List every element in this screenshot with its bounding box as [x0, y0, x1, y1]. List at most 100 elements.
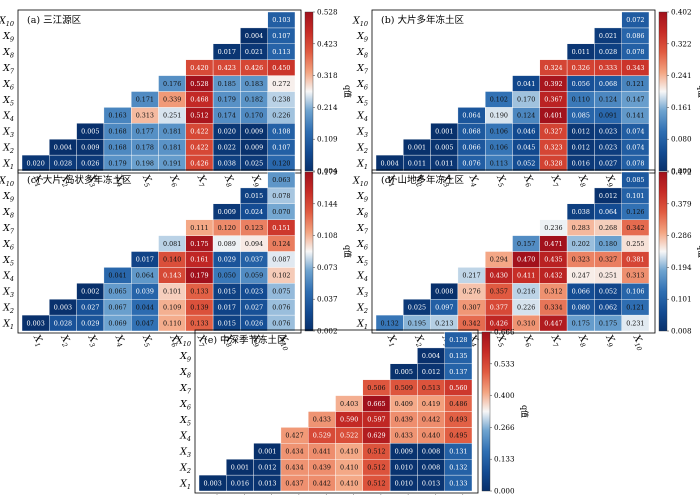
colorbar-tick-label: 0.423 [317, 39, 338, 48]
cell-value-label: 0.392 [544, 80, 562, 88]
x-axis-tick-label: X6 [520, 332, 537, 348]
cell-value-label: 0.023 [599, 143, 617, 151]
y-axis-tick-label: X5 [179, 415, 191, 428]
y-axis-tick-label: X3 [356, 127, 368, 140]
heatmap-panel-3: 0.003 0.028 0.029 0.069 0.047 0.110 0.133 0.015… [0, 168, 353, 353]
colorbar-tick-label: 0.080 [671, 135, 692, 144]
y-axis-tick-label: X7 [179, 383, 192, 396]
cell-value-label: 0.074 [626, 127, 644, 135]
cell-value-label: 0.323 [572, 256, 590, 264]
cell-value-label: 0.066 [462, 143, 480, 151]
cell-value-label: 0.528 [190, 80, 208, 88]
cell-value-label: 0.085 [572, 112, 590, 120]
y-axis-tick-label: X2 [2, 302, 14, 315]
cell-value-label: 0.013 [258, 479, 276, 487]
colorbar-label: q值 [343, 245, 353, 258]
cell-value-label: 0.025 [245, 159, 263, 167]
panel-frame [17, 9, 302, 174]
cell-value-label: 0.062 [599, 303, 617, 311]
cell-value-label: 0.168 [108, 143, 126, 151]
cell-value-label: 0.044 [136, 303, 154, 311]
cell-value-label: 0.045 [517, 143, 535, 151]
cell-value-label: 0.020 [27, 159, 45, 167]
colorbar-tick-label: 0.214 [317, 103, 338, 112]
colorbar-tick-label: 0.400 [494, 391, 515, 400]
colorbar-tick-label: 0.241 [671, 71, 692, 80]
colorbar-tick-label: 0.666 [494, 328, 515, 337]
panel-frame [194, 329, 479, 494]
cell-value-label: 0.423 [218, 64, 236, 72]
cell-value-label: 0.010 [395, 479, 413, 487]
y-axis-tick-label: X10 [175, 335, 191, 348]
x-axis-tick-label: X8 [220, 172, 237, 188]
cell-value-label: 0.310 [517, 319, 535, 327]
cell-value-label: 0.004 [245, 32, 263, 40]
cell-value-label: 0.011 [408, 159, 426, 167]
cell-value-label: 0.313 [136, 112, 154, 120]
cell-value-label: 0.121 [626, 80, 644, 88]
cell-value-label: 0.426 [245, 64, 263, 72]
cell-value-label: 0.017 [218, 48, 236, 56]
cell-value-label: 0.426 [190, 159, 208, 167]
cell-value-label: 0.050 [218, 272, 236, 280]
cell-value-label: 0.409 [395, 400, 413, 408]
cell-value-label: 0.377 [490, 303, 508, 311]
cell-value-label: 0.226 [272, 112, 290, 120]
cell-value-label: 0.512 [190, 112, 208, 120]
y-axis-tick-label: X5 [356, 95, 368, 108]
cell-value-label: 0.419 [422, 400, 440, 408]
cell-value-label: 0.217 [462, 272, 480, 280]
y-axis-tick-label: X8 [356, 207, 368, 220]
cell-value-label: 0.170 [517, 96, 535, 104]
colorbar [304, 11, 314, 172]
cell-value-label: 0.333 [599, 64, 617, 72]
x-axis-tick-label: X10 [629, 332, 648, 352]
cell-value-label: 0.307 [462, 303, 480, 311]
cell-value-label: 0.059 [245, 272, 263, 280]
cell-value-label: 0.078 [626, 48, 644, 56]
cell-value-label: 0.179 [218, 96, 236, 104]
cell-value-label: 0.357 [490, 287, 508, 295]
x-axis-tick-label: X9 [602, 332, 619, 348]
colorbar-tick-label: 0.144 [317, 199, 338, 208]
cell-value-label: 0.313 [626, 272, 644, 280]
cell-value-label: 0.068 [599, 80, 617, 88]
cell-value-label: 0.012 [572, 143, 590, 151]
panel-frame [371, 9, 656, 174]
cell-value-label: 0.012 [572, 127, 590, 135]
colorbar-tick-label: 0.000 [494, 487, 515, 495]
cell-value-label: 0.056 [572, 80, 590, 88]
cell-value-label: 0.028 [54, 159, 72, 167]
x-axis-tick-label: X7 [547, 332, 564, 349]
cell-value-label: 0.011 [435, 159, 453, 167]
cell-value-label: 0.432 [544, 272, 562, 280]
cell-value-label: 0.506 [367, 384, 385, 392]
cell-value-label: 0.015 [245, 192, 263, 200]
cell-value-label: 0.190 [490, 112, 508, 120]
cell-value-label: 0.009 [218, 208, 236, 216]
cell-value-label: 0.440 [422, 432, 440, 440]
cell-value-label: 0.175 [599, 319, 617, 327]
colorbar [481, 331, 491, 492]
cell-value-label: 0.021 [245, 48, 263, 56]
x-axis-tick-label: X8 [574, 332, 591, 348]
colorbar-tick-label: 0.472 [671, 168, 692, 177]
y-axis-tick-label: X9 [2, 191, 14, 204]
x-axis-tick-label: X2 [57, 332, 74, 348]
cell-value-label: 0.027 [245, 303, 263, 311]
cell-value-label: 0.017 [136, 256, 154, 264]
cell-value-label: 0.171 [136, 96, 154, 104]
colorbar-tick-label: 0.000 [671, 167, 692, 176]
cell-value-label: 0.327 [544, 127, 562, 135]
y-axis-tick-label: X4 [2, 111, 14, 124]
cell-value-label: 0.181 [163, 143, 181, 151]
cell-value-label: 0.101 [163, 287, 181, 295]
cell-value-label: 0.064 [599, 208, 617, 216]
y-axis-tick-label: X2 [356, 142, 368, 155]
heatmap-cell [267, 171, 296, 189]
cell-value-label: 0.021 [599, 32, 617, 40]
x-axis-tick-label: X4 [465, 172, 482, 188]
y-axis-tick-label: X6 [179, 399, 191, 412]
panel-frame [17, 169, 302, 334]
cell-value-label: 0.447 [544, 319, 562, 327]
